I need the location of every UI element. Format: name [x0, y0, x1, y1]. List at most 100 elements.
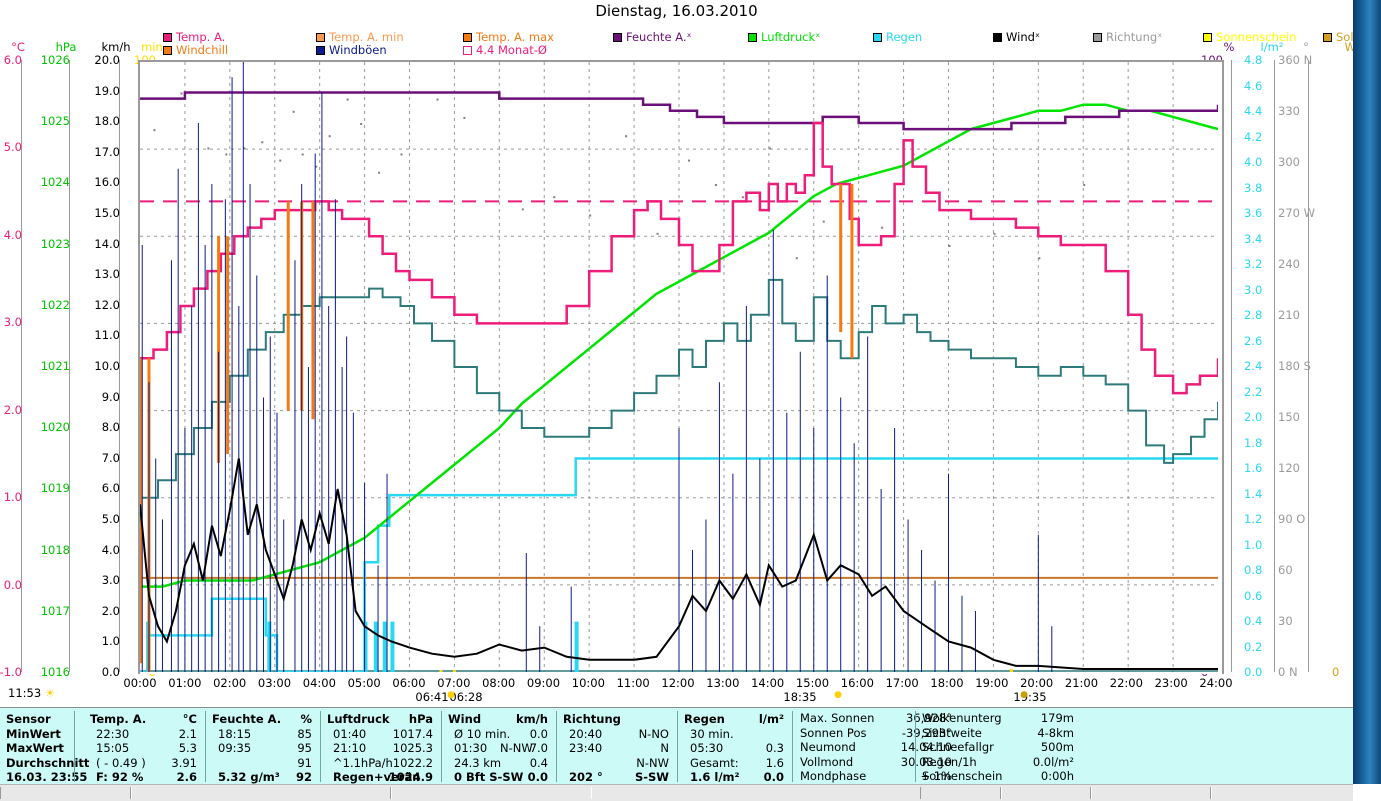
table-cell-label: 5.32 g/m³: [218, 770, 280, 785]
table-cell-label: 202 °: [569, 770, 603, 785]
axis-tick: 4.2: [1244, 129, 1263, 144]
axis-tick: 19.0: [94, 83, 120, 98]
table-cell-value: 179m: [1040, 711, 1074, 725]
table-cell-label: 1.6 l/m²: [690, 770, 740, 785]
axis-tick: 0.0: [101, 665, 120, 679]
table-cell-label: Sichtweite: [922, 725, 982, 740]
legend-swatch-icon: [463, 45, 472, 55]
table-cell-value: 3.91: [171, 755, 197, 770]
table-column-divider: [792, 711, 793, 782]
axis-tick: 2.0: [101, 603, 120, 618]
legend-item-richtung[interactable]: Richtungˣ: [1093, 30, 1162, 44]
x-axis-event-marker: 18:35: [783, 690, 817, 704]
table-cell-value: 0.0: [527, 770, 548, 785]
x-axis-tick-label: 07:00: [437, 676, 471, 690]
x-axis-tick-label: 05:00: [347, 676, 381, 690]
moon-icon: ●: [1020, 690, 1028, 700]
legend-swatch-icon: [316, 45, 325, 55]
window-border-right: [1353, 0, 1381, 784]
table-column-header: Regen: [684, 712, 725, 726]
status-bar-segment: [1000, 787, 1092, 799]
table-cell-value: 1025.3: [392, 741, 433, 756]
axis-tick: 9.0: [101, 389, 120, 404]
axis-tick: 360 N: [1278, 53, 1313, 67]
axis-tick: 1.2: [1244, 512, 1263, 526]
table-cell-value: 0:00h: [1040, 769, 1074, 784]
legend-item-wind[interactable]: Windˣ: [993, 30, 1040, 44]
legend-swatch-icon: [163, 32, 172, 42]
axis-tick: 120: [1278, 461, 1300, 475]
table-cell-label: MinWert: [6, 726, 61, 741]
table-column-header: Richtung: [563, 712, 621, 726]
table-cell-label: Regen+verän: [333, 770, 421, 785]
legend-item-windchill[interactable]: Windchill: [163, 43, 228, 57]
axis-tick: 3.0: [1244, 282, 1263, 297]
legend-swatch-icon: [463, 32, 472, 42]
axis-tick: 17.0: [94, 144, 120, 159]
x-axis-tick-label: 20:00: [1020, 676, 1054, 690]
axis-tick: 180 S: [1278, 359, 1311, 373]
axis-tick: 4.0: [1244, 155, 1263, 169]
axis-tick: 16.0: [94, 175, 120, 190]
legend-swatch-icon: [316, 32, 325, 42]
legend-item-regen[interactable]: Regen: [873, 30, 922, 44]
legend-item-temp-a-max[interactable]: Temp. A. max: [463, 30, 554, 44]
axis-tick: 1024: [40, 175, 70, 190]
axis-tick: 0.6: [1244, 588, 1263, 603]
legend-swatch-icon: [1203, 32, 1212, 42]
table-cell-value: 0.0l/m²: [1032, 754, 1074, 769]
table-column-header: Luftdruck: [327, 712, 390, 726]
axis-tick: 2.0: [1244, 410, 1263, 424]
axis-unit-kmh: km/h: [101, 40, 131, 54]
axis-tick: 6.0: [101, 481, 120, 496]
axis-tick: 0: [1332, 665, 1340, 679]
status-bar-segment: [0, 787, 132, 799]
table-cell-label: Sonnen Pos: [800, 725, 867, 740]
axis-ticks-Wm: 0: [1326, 60, 1364, 679]
axis-tick: 60: [1278, 563, 1293, 577]
status-bar-segment: [390, 787, 592, 799]
axis-unit-lm: l/m²: [1260, 40, 1284, 54]
chart-plot-area[interactable]: [138, 60, 1224, 674]
table-cell-value: 0.4: [529, 755, 548, 770]
table-cell-label: F: 92 %: [96, 770, 144, 785]
table-cell-value: -39,293°: [901, 725, 952, 740]
legend-item-feuchte-a[interactable]: Feuchte A.ˣ: [613, 30, 692, 44]
axis-tick: 240: [1278, 257, 1300, 271]
status-bar-segment: [920, 787, 1002, 799]
axis-tick: 1021: [40, 359, 70, 373]
table-cell-label: 24.3 km: [454, 755, 502, 770]
axis-tick: 8.0: [101, 420, 120, 435]
summary-table: Sensor MinWert MaxWert Durchschnitt 16.03. 2…: [0, 707, 1353, 785]
legend-label: Windchill: [176, 43, 229, 57]
legend-swatch-icon: [1323, 32, 1332, 42]
legend-item-windb-en[interactable]: Windböen: [316, 43, 387, 57]
table-column-unit: hPa: [408, 712, 433, 726]
x-axis-tick-label: 22:00: [1109, 676, 1143, 690]
table-cell-label: Sensor: [6, 712, 51, 726]
legend-label: Windböen: [329, 43, 387, 57]
legend-label: Luftdruckˣ: [761, 30, 821, 44]
table-column-divider: [74, 711, 75, 782]
table-cell-value: 95: [297, 741, 312, 756]
table-column-unit: °C: [182, 712, 197, 726]
table-cell-value: 5.3: [178, 741, 197, 756]
table-cell-label: Ø 10 min.: [454, 726, 511, 741]
legend-item-4-4-monat[interactable]: 4.4 Monat-Ø: [463, 43, 547, 57]
legend-item-sonnenschein[interactable]: Sonnenschein: [1203, 30, 1296, 44]
axis-tick: 300: [1278, 155, 1300, 169]
axis-tick: 2.2: [1244, 384, 1263, 399]
axis-tick: 3.4: [1244, 231, 1263, 246]
axis-ticks-: 360 N 330 300 270 W 240 210 180 S 150 120 90 O 60 3…: [1272, 53, 1315, 679]
axis-tick: -1.0: [0, 665, 22, 679]
legend-item-temp-a[interactable]: Temp. A.: [163, 30, 225, 44]
legend-swatch-icon: [993, 32, 1002, 42]
table-cell-label: Schneefallgr: [922, 740, 994, 755]
x-axis-tick-label: 10:00: [571, 676, 605, 690]
table-cell-value: 2.6: [176, 770, 197, 785]
table-cell-label: Vollmond: [800, 754, 854, 769]
legend-label: Temp. A.: [176, 30, 226, 44]
x-axis-tick-label: 01:00: [168, 676, 202, 690]
legend-item-luftdruck[interactable]: Luftdruckˣ: [748, 30, 820, 44]
legend-item-temp-a-min[interactable]: Temp. A. min: [316, 30, 404, 44]
